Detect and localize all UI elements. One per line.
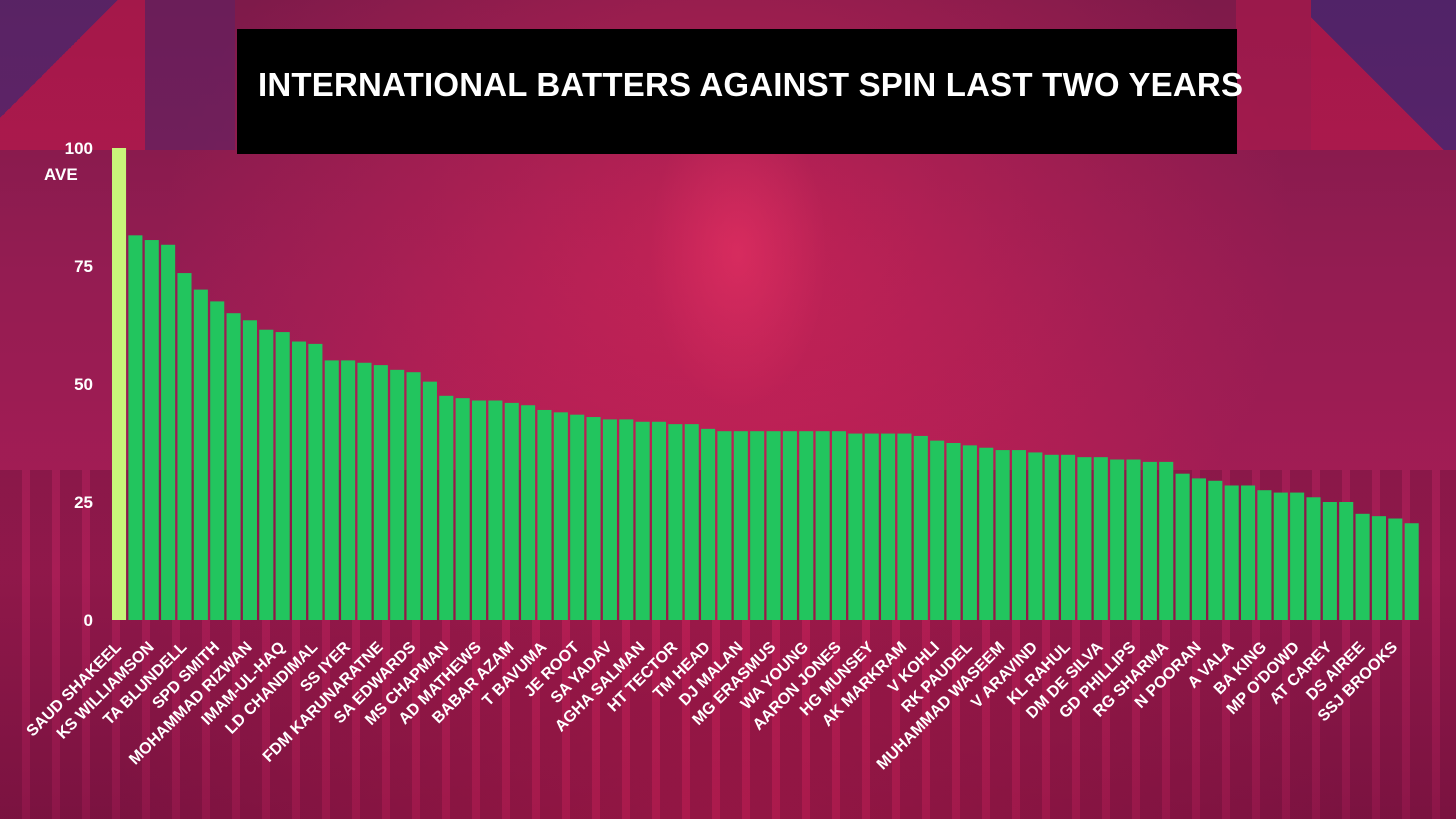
bar xyxy=(275,332,290,620)
bar xyxy=(128,235,143,620)
bar xyxy=(373,365,388,620)
bar xyxy=(815,431,830,620)
bar xyxy=(717,431,732,620)
bar xyxy=(1061,454,1076,620)
bar xyxy=(537,409,552,620)
bar xyxy=(1257,490,1272,620)
bar xyxy=(177,273,192,620)
bar xyxy=(897,433,912,620)
flag-graphic-left xyxy=(0,0,145,150)
bar xyxy=(521,405,536,620)
bar xyxy=(733,431,748,620)
bar xyxy=(1224,485,1239,620)
bar xyxy=(602,419,617,620)
bar xyxy=(864,433,879,620)
bar xyxy=(504,402,519,620)
y-axis-label-group: AVE xyxy=(44,165,78,184)
bar xyxy=(799,431,814,620)
bar xyxy=(1241,485,1256,620)
bar xyxy=(979,447,994,620)
bar xyxy=(1126,459,1141,620)
bar xyxy=(586,417,601,620)
bar xyxy=(1191,478,1206,620)
bar xyxy=(357,362,372,620)
bar xyxy=(1028,452,1043,620)
bar xyxy=(619,419,634,620)
bar xyxy=(1355,513,1370,620)
y-tick-label: 100 xyxy=(65,139,93,158)
bar xyxy=(390,369,405,620)
bar xyxy=(684,424,699,620)
flag-graphic-mid-left xyxy=(145,0,235,150)
bar xyxy=(1110,459,1125,620)
bar xyxy=(946,443,961,620)
bar xyxy=(439,395,454,620)
bar xyxy=(1077,457,1092,620)
title-banner xyxy=(237,29,1237,154)
bar xyxy=(488,400,503,620)
bar xyxy=(1159,461,1174,620)
y-tick-label: 75 xyxy=(74,257,93,276)
bar xyxy=(962,445,977,620)
bar xyxy=(422,381,437,620)
bar xyxy=(242,320,257,620)
bar xyxy=(1404,523,1419,620)
bar xyxy=(1208,480,1223,620)
bar xyxy=(161,244,176,620)
bar xyxy=(913,435,928,620)
flag-graphic-right xyxy=(1311,0,1456,150)
bar xyxy=(210,301,225,620)
bar xyxy=(1306,497,1321,620)
bar xyxy=(1339,502,1354,620)
y-tick-label: 50 xyxy=(74,375,93,394)
y-axis-label: AVE xyxy=(44,165,78,184)
bar xyxy=(831,431,847,620)
bar xyxy=(1322,502,1337,620)
bar xyxy=(930,440,945,620)
bar xyxy=(848,433,863,620)
bar xyxy=(635,421,650,620)
bar xyxy=(1273,492,1288,620)
bar xyxy=(881,433,896,620)
bar xyxy=(570,414,585,620)
chart-title: INTERNATIONAL BATTERS AGAINST SPIN LAST … xyxy=(258,66,1244,103)
flag-graphic-mid-right xyxy=(1236,0,1311,150)
bar xyxy=(1044,454,1059,620)
bar xyxy=(259,329,274,620)
bar xyxy=(1011,450,1027,620)
bar xyxy=(1290,492,1305,620)
bar xyxy=(1093,457,1108,620)
trophy-graphic xyxy=(648,150,828,410)
bar xyxy=(995,450,1010,620)
bar xyxy=(471,400,487,620)
bar xyxy=(701,428,716,620)
bar xyxy=(553,412,568,620)
bar xyxy=(651,421,667,620)
bar xyxy=(1388,518,1403,620)
bar xyxy=(341,360,356,620)
y-tick-label: 0 xyxy=(84,611,93,630)
bars xyxy=(112,148,1419,621)
bar xyxy=(193,289,208,620)
bar xyxy=(308,343,323,620)
bar xyxy=(668,424,683,620)
y-axis-ticks: 0 25 50 75 100 xyxy=(65,139,93,630)
bar xyxy=(406,372,421,620)
bar xyxy=(1175,473,1190,620)
y-tick-label: 25 xyxy=(74,493,93,512)
bar xyxy=(226,313,241,620)
bar xyxy=(750,431,765,620)
bar xyxy=(766,431,781,620)
bar xyxy=(112,148,127,620)
bar xyxy=(1142,461,1157,620)
bar xyxy=(782,431,797,620)
bar xyxy=(455,398,470,620)
bar xyxy=(1371,516,1386,620)
bar xyxy=(291,341,307,620)
bar xyxy=(144,240,159,621)
bar xyxy=(324,360,339,620)
